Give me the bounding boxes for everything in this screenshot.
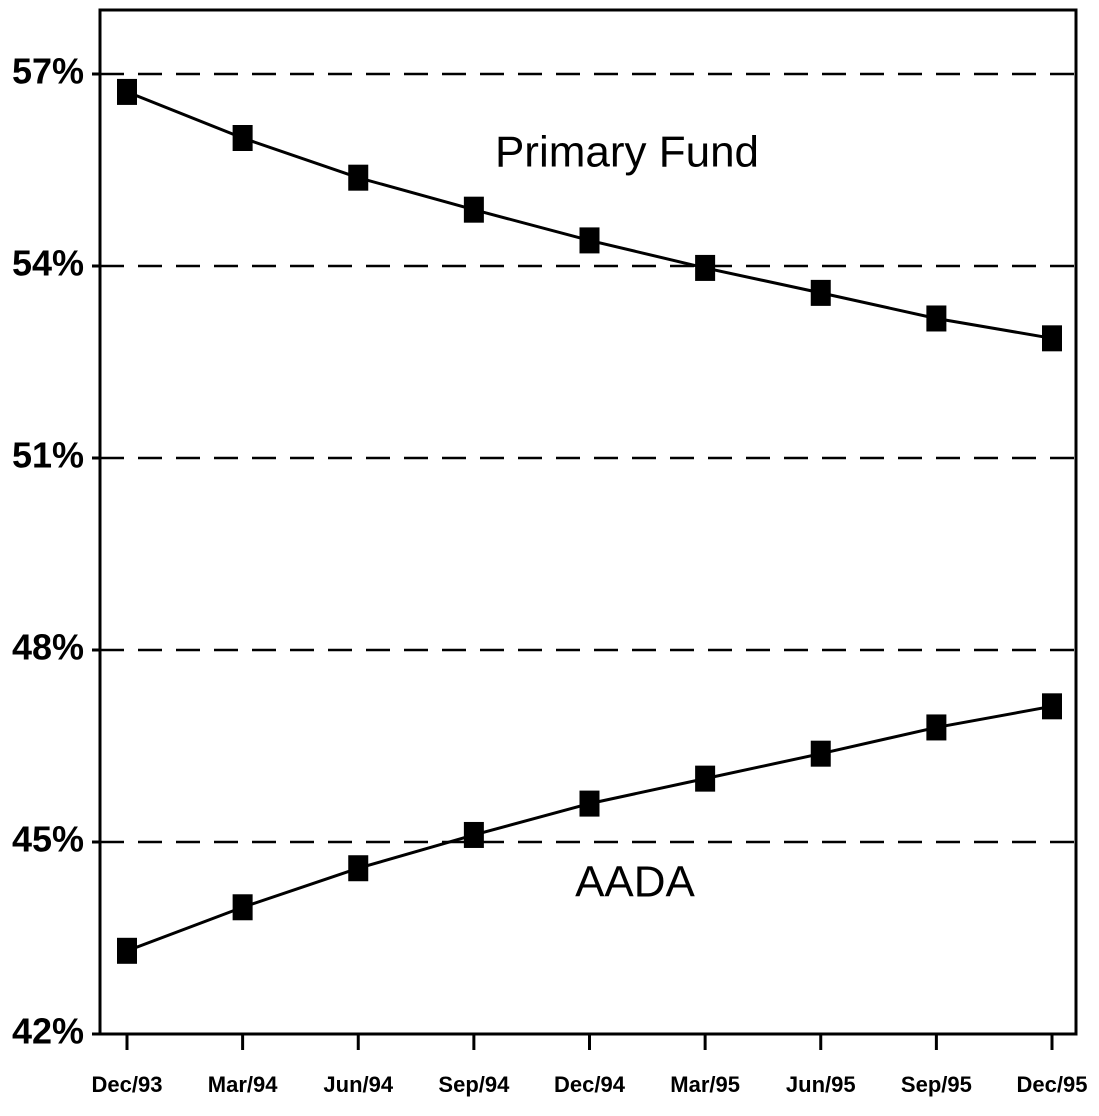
point-marker <box>1042 325 1062 352</box>
point-marker <box>695 765 716 792</box>
point-marker <box>926 714 947 741</box>
x-tick-label: Dec/93 <box>92 1072 163 1097</box>
point-marker <box>926 305 947 332</box>
x-tick-label: Jun/95 <box>786 1072 856 1097</box>
x-tick-label: Sep/94 <box>438 1072 510 1097</box>
point-marker <box>1042 693 1062 720</box>
y-tick-label: 48% <box>12 627 84 668</box>
series-label: Primary Fund <box>495 128 759 177</box>
point-marker <box>579 227 600 254</box>
y-tick-label: 57% <box>12 51 84 92</box>
y-tick-label: 42% <box>12 1011 84 1052</box>
x-tick-label: Mar/94 <box>208 1072 278 1097</box>
y-tick-label: 51% <box>12 435 84 476</box>
x-tick-label: Jun/94 <box>323 1072 393 1097</box>
point-marker <box>810 279 831 306</box>
point-marker <box>463 821 484 848</box>
y-tick-label: 54% <box>12 243 84 284</box>
point-marker <box>463 196 484 223</box>
x-tick-label: Dec/94 <box>554 1072 626 1097</box>
x-tick-label: Mar/95 <box>670 1072 740 1097</box>
point-marker <box>810 740 831 767</box>
x-tick-label: Sep/95 <box>901 1072 972 1097</box>
point-marker <box>348 164 369 191</box>
x-tick-label: Dec/95 <box>1017 1072 1088 1097</box>
point-marker <box>117 78 137 105</box>
series-label: AADA <box>575 858 695 907</box>
point-marker <box>348 855 369 882</box>
series-line <box>126 704 1053 953</box>
point-marker <box>232 894 253 921</box>
point-marker <box>232 125 253 151</box>
point-marker <box>579 790 600 817</box>
y-tick-label: 45% <box>12 819 84 860</box>
point-marker <box>117 937 137 964</box>
point-marker <box>695 254 716 281</box>
